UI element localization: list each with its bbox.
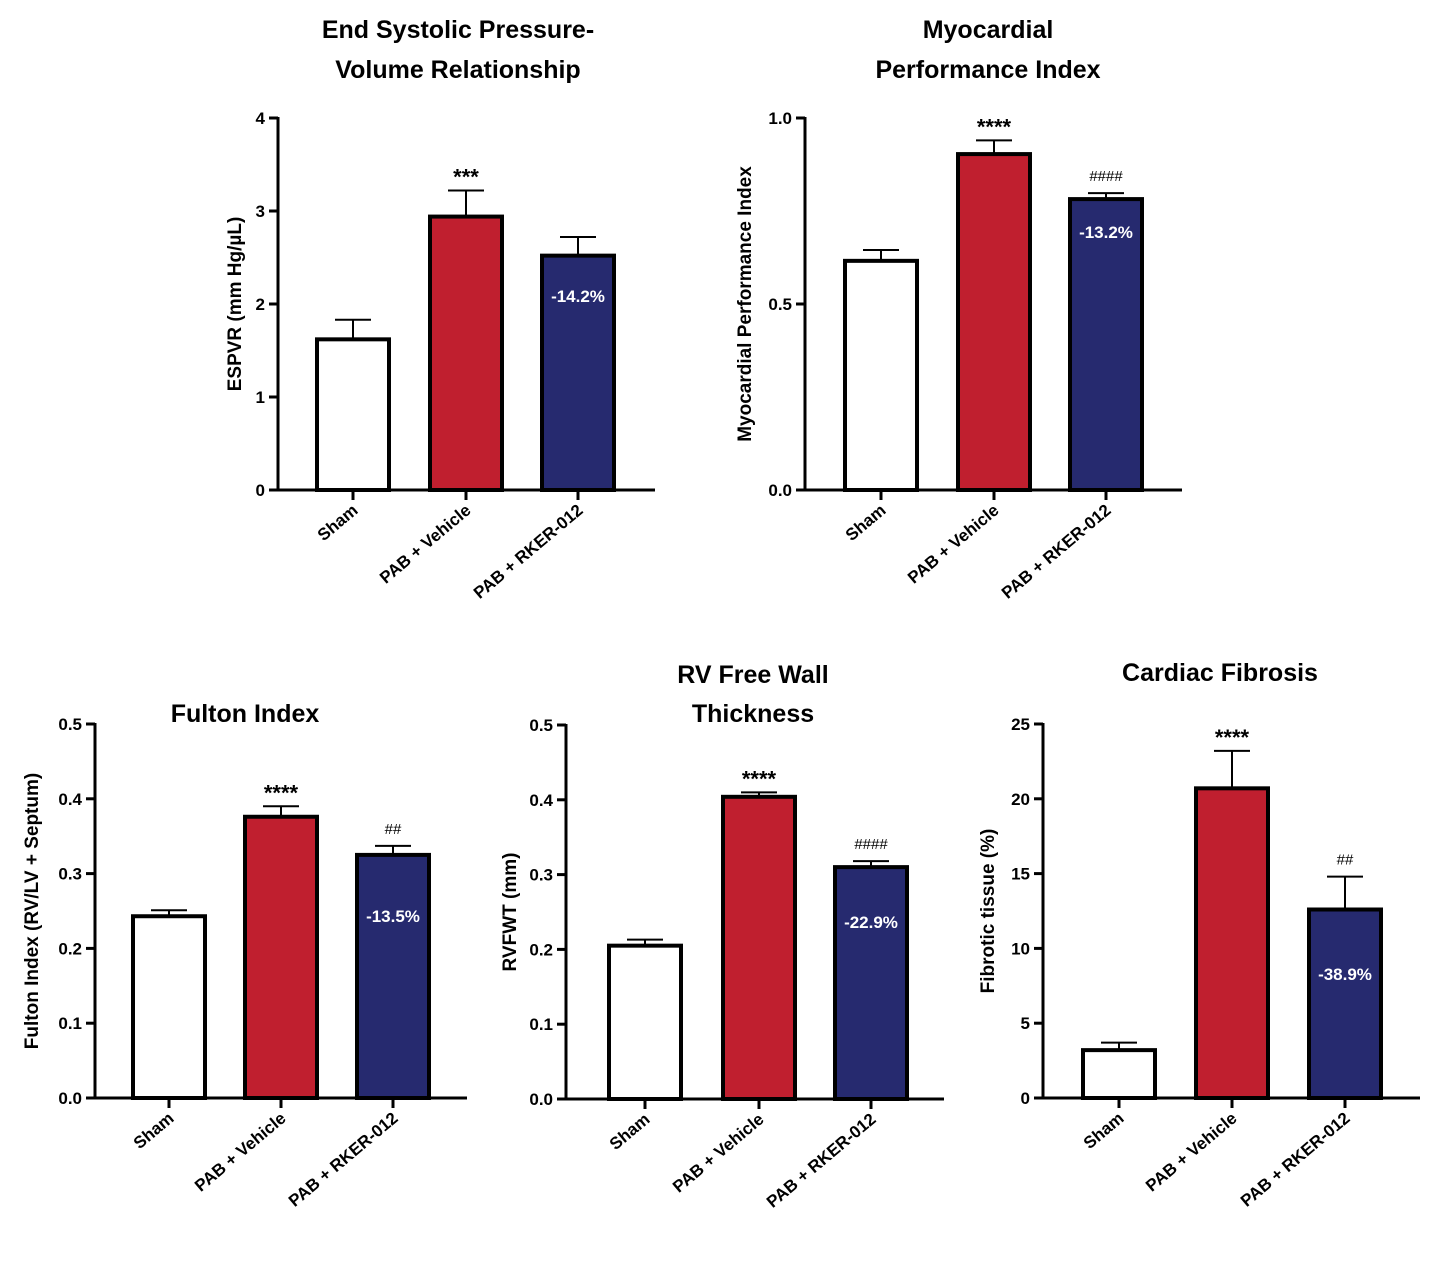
x-tick-label: PAB + Vehicle: [376, 501, 474, 588]
chart-title: Fulton Index: [171, 700, 320, 728]
y-tick-label: 4: [256, 109, 266, 128]
bar-sham: [131, 914, 207, 1101]
y-tick-label: 0.5: [58, 715, 82, 734]
bar-pab-rker-012: [1307, 907, 1383, 1101]
y-tick-label: 0.1: [58, 1014, 82, 1033]
y-tick-label: 0.0: [529, 1090, 553, 1109]
x-tick-label: Sham: [842, 501, 890, 545]
significance-marker: ##: [385, 821, 402, 838]
chart-title: End Systolic Pressure-: [322, 16, 594, 44]
chart-panel-4: RV Free Wall Thickness RVFWT (mm) 0.0 0.1 0.2…: [500, 661, 944, 1212]
y-axis-label: ESPVR (mm Hg/µL): [225, 217, 246, 392]
bar-pab-rker-012: [355, 852, 431, 1101]
chart-title: Myocardial: [923, 16, 1054, 44]
x-tick-label: PAB + Vehicle: [1142, 1109, 1240, 1196]
x-tick-label: PAB + RKER-012: [285, 1109, 402, 1211]
y-tick-label: 0.3: [58, 865, 82, 884]
y-tick-label: 0.2: [58, 939, 82, 958]
chart-title: Thickness: [692, 700, 814, 728]
significance-marker: ***: [453, 165, 479, 190]
y-axis-label: Fibrotic tissue (%): [978, 829, 999, 994]
significance-marker: ****: [1215, 725, 1250, 750]
chart-title: Volume Relationship: [335, 56, 580, 84]
y-tick-label: 3: [256, 202, 265, 221]
y-tick-label: 0: [256, 481, 265, 500]
x-tick-label: PAB + Vehicle: [669, 1110, 767, 1197]
y-tick-label: 0.5: [768, 295, 792, 314]
y-axis-label: Myocardial Performance Index: [735, 166, 756, 442]
bar-sham: [843, 258, 919, 492]
y-tick-label: 15: [1011, 865, 1030, 884]
y-tick-label: 0.0: [58, 1089, 82, 1108]
chart-title: Cardiac Fibrosis: [1122, 659, 1318, 687]
x-tick-label: PAB + RKER-012: [470, 501, 587, 603]
bar-pab-rker-012: [1068, 197, 1144, 492]
bar-pab-rker-012: [833, 865, 909, 1101]
y-tick-label: 0.4: [529, 791, 553, 810]
significance-marker: ####: [854, 836, 888, 853]
significance-marker: ****: [742, 766, 777, 791]
bar-pab-vehicle: [956, 152, 1032, 492]
x-tick-label: Sham: [1080, 1109, 1128, 1153]
x-tick-label: PAB + RKER-012: [763, 1110, 880, 1212]
chart-panel-1: End Systolic Pressure- Volume Relationshi…: [225, 16, 655, 603]
y-tick-label: 0.0: [768, 481, 792, 500]
percent-change-label: -13.2%: [1079, 223, 1133, 242]
x-tick-label: PAB + Vehicle: [904, 501, 1002, 588]
y-tick-label: 2: [256, 295, 265, 314]
percent-change-label: -38.9%: [1318, 965, 1372, 984]
x-tick-label: PAB + Vehicle: [191, 1109, 289, 1196]
chart-panel-2: Myocardial Performance Index Myocardial Pe…: [735, 16, 1182, 603]
x-tick-label: PAB + RKER-012: [998, 501, 1115, 603]
significance-marker: ##: [1337, 852, 1354, 869]
bar-pab-vehicle: [428, 214, 504, 493]
y-tick-label: 1.0: [768, 109, 792, 128]
bar-pab-vehicle: [721, 794, 797, 1101]
percent-change-label: -14.2%: [551, 287, 605, 306]
bar-pab-vehicle: [1194, 786, 1270, 1100]
chart-title: RV Free Wall: [677, 661, 828, 689]
y-tick-label: 0.4: [58, 790, 82, 809]
x-tick-label: Sham: [130, 1109, 178, 1153]
significance-marker: ####: [1089, 168, 1123, 185]
y-tick-label: 0.1: [529, 1015, 553, 1034]
bar-sham: [315, 337, 391, 492]
y-axis-label: RVFWT (mm): [500, 853, 521, 972]
bar-sham: [1081, 1048, 1157, 1101]
bar-pab-rker-012: [540, 253, 616, 492]
y-tick-label: 0: [1021, 1089, 1030, 1108]
percent-change-label: -22.9%: [844, 913, 898, 932]
y-tick-label: 0.2: [529, 940, 553, 959]
significance-marker: ****: [977, 114, 1012, 139]
percent-change-label: -13.5%: [366, 907, 420, 926]
bar-sham: [607, 943, 683, 1101]
y-tick-label: 1: [256, 388, 265, 407]
y-tick-label: 20: [1011, 790, 1030, 809]
x-tick-label: Sham: [606, 1110, 654, 1154]
x-tick-label: Sham: [314, 501, 362, 545]
chart-panel-3: Fulton Index Fulton Index (RV/LV + Septum…: [22, 700, 467, 1211]
y-tick-label: 25: [1011, 715, 1030, 734]
y-tick-label: 5: [1021, 1014, 1030, 1033]
chart-title: Performance Index: [875, 56, 1100, 84]
significance-marker: ****: [264, 780, 299, 805]
x-tick-label: PAB + RKER-012: [1237, 1109, 1354, 1211]
chart-panel-5: Cardiac Fibrosis Fibrotic tissue (%) 0 5 10 1…: [978, 659, 1420, 1211]
y-axis-label: Fulton Index (RV/LV + Septum): [22, 773, 43, 1049]
y-tick-label: 10: [1011, 939, 1030, 958]
bar-pab-vehicle: [243, 814, 319, 1100]
y-tick-label: 0.3: [529, 866, 553, 885]
y-tick-label: 0.5: [529, 716, 553, 735]
